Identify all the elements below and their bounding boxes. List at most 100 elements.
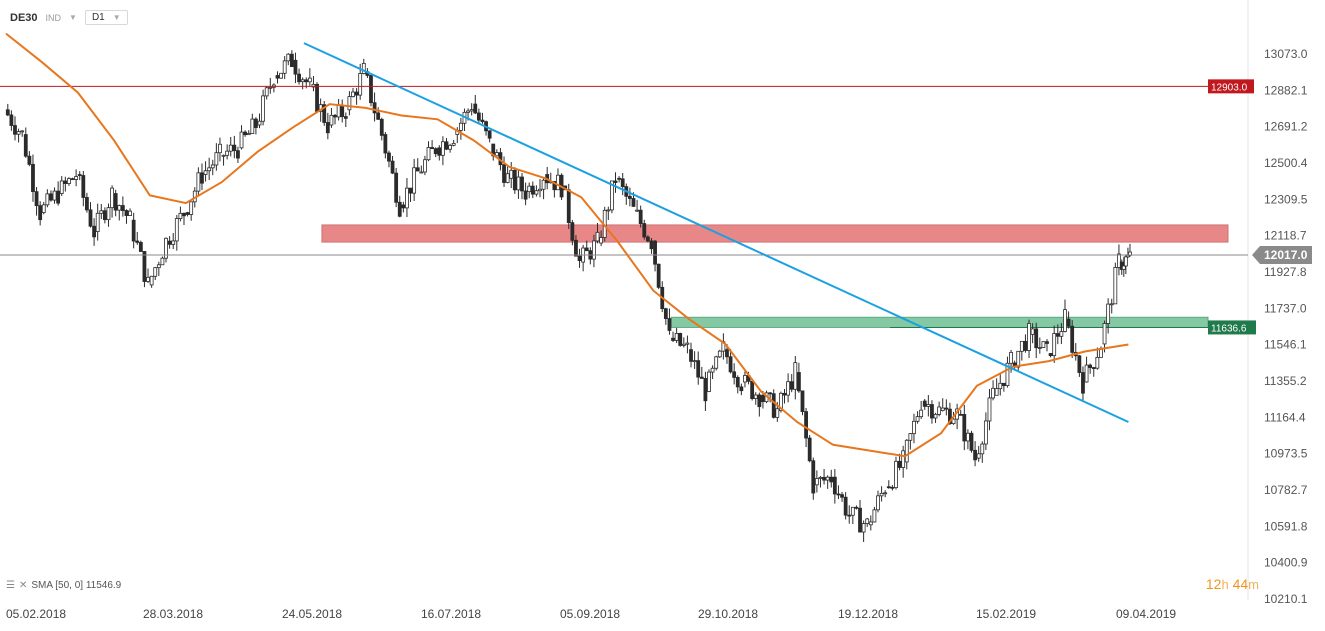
support-price-tag-text: 11636.6	[1211, 323, 1247, 334]
candle-body	[322, 104, 327, 123]
candle	[811, 457, 816, 500]
candle	[620, 172, 625, 196]
candle	[13, 116, 17, 141]
candle-body	[725, 349, 729, 358]
candle-body	[480, 119, 485, 123]
candle	[135, 231, 140, 245]
candle-body	[685, 342, 690, 345]
candle-body	[146, 276, 150, 282]
candle-body	[728, 356, 733, 373]
candle	[275, 71, 280, 84]
candle-body	[897, 460, 902, 468]
candle	[707, 369, 711, 393]
candle	[915, 411, 920, 424]
candle-body	[663, 308, 668, 319]
candle	[886, 480, 891, 489]
candle	[325, 112, 330, 140]
candle-body	[38, 205, 43, 221]
candle	[671, 331, 675, 343]
candle	[297, 68, 301, 85]
candle-body	[710, 367, 715, 373]
candle	[95, 203, 100, 241]
candle-body	[261, 95, 266, 122]
candle	[933, 412, 938, 423]
candle	[937, 401, 942, 417]
candle	[635, 199, 639, 212]
lines-layer	[0, 32, 1248, 458]
candle	[613, 172, 618, 193]
y-tick-label: 11164.4	[1264, 410, 1306, 424]
candle-body	[948, 408, 952, 425]
candle-body	[976, 453, 981, 459]
candle	[538, 179, 542, 198]
close-icon[interactable]: ✕	[18, 580, 28, 591]
candle-body	[814, 478, 819, 486]
candle-body	[998, 382, 1003, 390]
candle-body	[5, 109, 10, 116]
candle	[1059, 323, 1064, 345]
candle	[300, 77, 305, 90]
candle-body	[937, 406, 942, 415]
x-tick-label: 29.10.2018	[698, 607, 758, 621]
candle	[584, 240, 589, 252]
candle-body	[336, 104, 341, 118]
candle-body	[1052, 333, 1057, 357]
candle-body	[124, 210, 129, 216]
candle-body	[286, 53, 291, 62]
timeframe-select[interactable]: D1 ▼	[84, 10, 128, 25]
candle-body	[228, 144, 233, 152]
candle-body	[397, 201, 402, 217]
candle	[171, 233, 176, 250]
candle-body	[825, 476, 830, 481]
candle-body	[782, 392, 787, 396]
candle	[556, 168, 560, 191]
candle	[901, 445, 906, 478]
candle-body	[419, 171, 424, 174]
candle	[1001, 382, 1006, 392]
candle	[394, 168, 399, 208]
candle-body	[340, 104, 345, 117]
candle-body	[178, 212, 183, 219]
candle-body	[279, 72, 283, 79]
candle-body	[81, 175, 86, 198]
candle-body	[243, 131, 248, 136]
candle-body	[635, 209, 639, 212]
candle	[146, 268, 150, 284]
candle-body	[566, 189, 571, 224]
candle	[34, 186, 39, 216]
candle-body	[9, 114, 14, 126]
candle	[728, 349, 733, 374]
candle-body	[304, 79, 309, 83]
candle-body	[908, 433, 913, 441]
candle	[1073, 343, 1078, 361]
chevron-down-icon[interactable]: ▼	[69, 13, 77, 22]
candle	[113, 189, 118, 217]
candle	[710, 365, 715, 380]
candle-body	[912, 420, 916, 435]
candle-body	[354, 91, 359, 96]
candle-body	[343, 116, 348, 119]
candle	[1055, 324, 1060, 345]
candle-body	[171, 240, 176, 245]
candle-body	[369, 74, 373, 104]
menu-icon[interactable]: ☰	[6, 580, 15, 591]
candle	[254, 117, 258, 135]
candle	[541, 177, 546, 200]
candle-body	[27, 155, 32, 165]
candle-body	[361, 62, 366, 74]
candle-body	[800, 390, 805, 412]
candle	[9, 110, 14, 131]
candle	[329, 107, 334, 128]
candle-body	[1019, 340, 1024, 352]
y-tick-label: 10782.7	[1264, 483, 1308, 497]
symbol-label[interactable]: DE30	[10, 11, 38, 24]
candle	[940, 398, 945, 412]
candle	[1030, 323, 1035, 344]
candle-body	[254, 118, 258, 128]
candle	[124, 209, 129, 224]
candle	[814, 470, 819, 493]
candle	[861, 520, 866, 542]
candle	[868, 515, 873, 531]
candle-body	[412, 167, 417, 194]
candle	[505, 165, 510, 184]
